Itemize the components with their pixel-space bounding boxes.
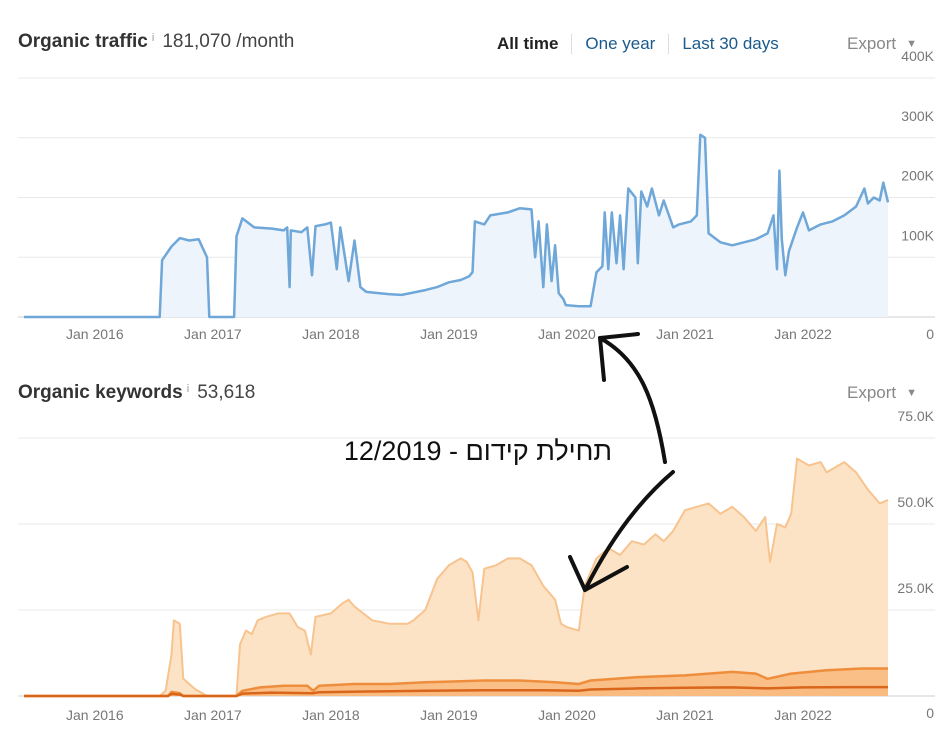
- x-tick-label: Jan 2022: [774, 326, 832, 342]
- range-last-30-days-button[interactable]: Last 30 days: [682, 34, 779, 53]
- keywords-header: Organic keywords i 53,618: [18, 382, 255, 404]
- x-tick-label: Jan 2018: [302, 707, 360, 723]
- keywords-export-button[interactable]: Export ▼: [847, 383, 917, 403]
- annotation-arrowhead-down: [568, 555, 629, 592]
- y-tick-label: 400K: [901, 48, 934, 64]
- organic-keywords-chart: 0 25.0K 50.0K 75.0K Jan 2016 Jan 2017 Jan 2018…: [18, 408, 935, 723]
- y-tick-label: 300K: [901, 108, 934, 124]
- x-tick-label: Jan 2017: [184, 707, 242, 723]
- keywords-series-top-area: [24, 458, 888, 696]
- x-tick-label: Jan 2020: [538, 326, 596, 342]
- y-tick-label: 25.0K: [897, 580, 934, 596]
- traffic-title: Organic traffic: [18, 31, 148, 52]
- keywords-title: Organic keywords: [18, 382, 183, 403]
- x-tick-label: Jan 2021: [656, 707, 714, 723]
- y-tick-label: 75.0K: [897, 408, 934, 424]
- traffic-export-button[interactable]: Export ▼: [847, 34, 917, 54]
- keywords-info-icon[interactable]: i: [186, 383, 190, 395]
- traffic-line: [24, 133, 890, 319]
- range-one-year-button[interactable]: One year: [585, 34, 656, 53]
- x-tick-label: Jan 2016: [66, 326, 124, 342]
- x-tick-label: Jan 2016: [66, 707, 124, 723]
- traffic-value: 181,070 /month: [162, 31, 295, 52]
- x-tick-label: Jan 2020: [538, 707, 596, 723]
- traffic-area: [24, 134, 888, 317]
- chevron-down-icon: ▼: [906, 387, 918, 399]
- annotation-layer: תחילת קידום - 12/2019: [344, 332, 675, 592]
- x-tick-label: Jan 2019: [420, 326, 478, 342]
- keywords-series-top-line: [24, 457, 889, 697]
- range-divider: [668, 34, 670, 54]
- chevron-down-icon: ▼: [906, 38, 918, 50]
- x-tick-label: Jan 2019: [420, 707, 478, 723]
- keywords-series-low-line: [24, 685, 888, 698]
- x-tick-label: Jan 2021: [656, 326, 714, 342]
- annotation-arrowhead-up: [598, 332, 640, 382]
- y-tick-label: 0: [926, 326, 934, 342]
- traffic-info-icon[interactable]: i: [151, 32, 155, 44]
- keywords-value: 53,618: [197, 382, 256, 403]
- traffic-header: Organic traffic i 181,070 /month: [18, 31, 294, 53]
- x-tick-label: Jan 2022: [774, 707, 832, 723]
- annotation-arrow-up: [598, 336, 667, 464]
- export-label: Export: [847, 34, 897, 53]
- range-divider: [571, 34, 573, 54]
- y-tick-label: 50.0K: [897, 494, 934, 510]
- organic-traffic-chart: 0 100K 200K 300K 400K Jan 2016 Jan 2017 Jan 201…: [18, 48, 935, 342]
- annotation-text: תחילת קידום - 12/2019: [344, 436, 612, 466]
- y-tick-label: 100K: [901, 227, 934, 243]
- export-label: Export: [847, 383, 897, 402]
- date-range-selector: All time One year Last 30 days: [497, 34, 792, 54]
- x-tick-label: Jan 2017: [184, 326, 242, 342]
- y-tick-label: 200K: [901, 168, 934, 184]
- x-tick-label: Jan 2018: [302, 326, 360, 342]
- y-tick-label: 0: [926, 705, 934, 721]
- annotation-arrow-down: [583, 470, 675, 592]
- range-all-time-button[interactable]: All time: [497, 34, 559, 53]
